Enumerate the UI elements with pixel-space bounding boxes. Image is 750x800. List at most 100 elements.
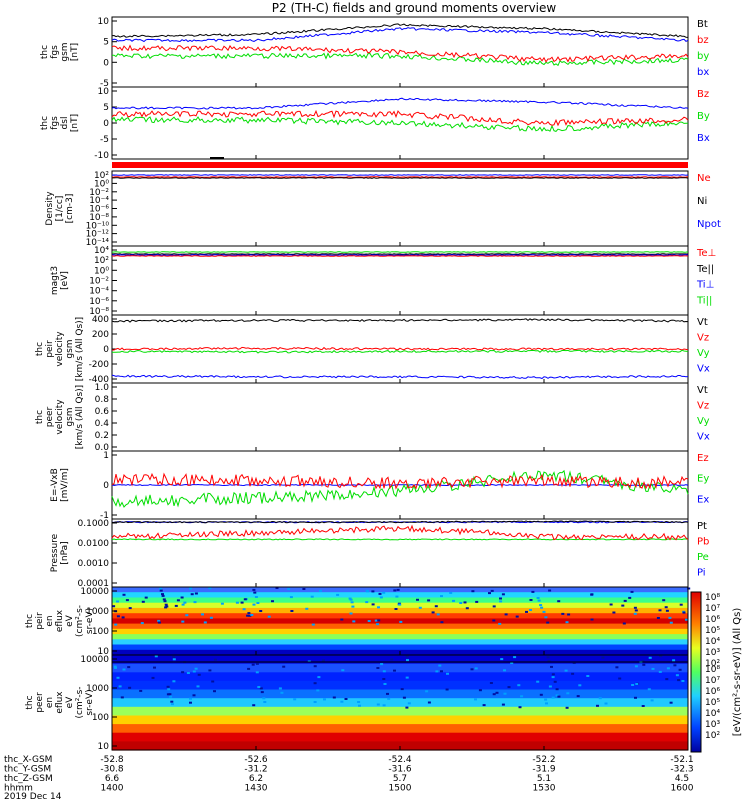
- spectrogram-speck: [633, 612, 637, 615]
- spectrogram-speck: [507, 686, 511, 689]
- spectrogram-speck: [609, 603, 613, 606]
- spectrogram-band: [112, 655, 688, 665]
- spectrogram-band: [112, 623, 688, 630]
- x-row-value: 6.2: [249, 774, 263, 784]
- spectrogram-speck: [380, 663, 384, 666]
- spectrogram-speck: [208, 587, 212, 590]
- x-row-value: -31.6: [388, 765, 412, 775]
- y-axis-label: thc: [40, 116, 50, 130]
- spectrogram-speck: [262, 697, 266, 700]
- trace-Ex: [111, 483, 689, 487]
- x-row-value: -52.2: [532, 755, 555, 765]
- y-axis-label: Density: [45, 191, 55, 226]
- trace-Te⊥: [111, 255, 689, 257]
- spectrogram-speck: [598, 697, 602, 700]
- spectrogram-speck: [113, 665, 117, 668]
- spectrogram-speck: [571, 672, 575, 675]
- spectrogram-speck: [669, 621, 673, 624]
- y-tick-label: 0.0010: [78, 559, 110, 569]
- spectrogram-speck: [379, 596, 383, 599]
- spectrogram-speck: [664, 606, 668, 609]
- x-row-value: -31.9: [532, 765, 556, 775]
- spectrogram-speck: [349, 612, 353, 615]
- spectrogram-speck: [371, 590, 375, 593]
- spectrogram-speck: [313, 701, 317, 703]
- spectrogram-speck: [367, 620, 371, 622]
- spectrogram-speck: [537, 599, 541, 602]
- figure-title: P2 (TH-C) fields and ground moments over…: [272, 1, 557, 15]
- y-axis-label: thc: [35, 410, 45, 424]
- trace-peir-Vy: [112, 349, 689, 354]
- spectrogram-speck: [196, 685, 200, 688]
- y-tick-label: 1000: [86, 607, 109, 617]
- spectrogram-speck: [350, 601, 354, 604]
- spectrogram-speck: [634, 696, 637, 699]
- y-tick-label: 10²: [94, 256, 109, 266]
- x-row-value: -52.4: [388, 755, 412, 765]
- trace-Ti⊥: [111, 254, 689, 256]
- spectrogram-speck: [565, 706, 569, 709]
- x-row-value: -52.6: [244, 755, 268, 765]
- spectrogram-speck: [525, 610, 528, 613]
- spectrogram-speck: [128, 607, 132, 610]
- spectrogram-speck: [174, 604, 178, 607]
- spectrogram-speck: [358, 704, 361, 707]
- spectrogram-speck: [376, 667, 380, 669]
- spectrogram-speck: [181, 603, 185, 606]
- y-axis-label: [km/s (All Qs)]: [75, 385, 85, 449]
- spectrogram-speck: [203, 621, 207, 624]
- spectrogram-speck: [349, 598, 353, 601]
- spectrogram-speck: [211, 680, 215, 683]
- spectrogram-speck: [499, 600, 503, 603]
- trace-peir-Vz: [112, 346, 689, 351]
- y-axis-label: gsm: [60, 42, 70, 61]
- spectrogram-speck: [302, 588, 306, 590]
- spectrogram-band: [112, 663, 688, 673]
- spectrogram-speck: [116, 600, 119, 603]
- spectrogram-speck: [615, 666, 619, 669]
- y-tick-label: 10⁻¹²: [86, 230, 110, 240]
- legend-Ez: Ez: [697, 453, 709, 464]
- spectrogram-speck: [365, 601, 369, 604]
- spectrogram-speck: [499, 597, 502, 600]
- spectrogram-speck: [634, 609, 638, 612]
- spectrogram-speck: [336, 593, 340, 596]
- spectrogram-speck: [551, 676, 555, 679]
- spectrogram-speck: [163, 600, 167, 603]
- spectrogram-speck: [172, 680, 176, 683]
- y-axis-label: thc: [25, 695, 35, 709]
- y-tick-label: 10: [98, 17, 110, 27]
- trace-Bx: [111, 97, 689, 110]
- spectrogram-speck: [176, 599, 180, 602]
- spectrogram-speck: [434, 605, 438, 608]
- spectrogram-speck: [197, 673, 201, 676]
- spectrogram-speck: [590, 593, 594, 596]
- legend-Ey: Ey: [697, 474, 709, 485]
- colorbar-tick: 10⁶: [705, 687, 720, 697]
- y-tick-label: 10⁻¹⁰: [86, 221, 110, 231]
- spectrogram-speck: [161, 594, 165, 597]
- spectrogram-speck: [572, 662, 576, 664]
- trace-Ez: [111, 472, 689, 490]
- panel-pressure: 0.1000 0.0100 0.0010 0.0001 Pressure [nPa] Pt P…: [50, 518, 709, 589]
- spectrogram-speck: [192, 670, 196, 673]
- x-row-label: thc_Y-GSM: [4, 765, 51, 775]
- y-tick-label: 0.0100: [78, 539, 110, 549]
- spectrogram-speck: [677, 679, 681, 682]
- spectrogram-band: [112, 639, 688, 646]
- spectrogram-speck: [503, 692, 507, 695]
- colorbar-tick: 10⁶: [705, 615, 720, 625]
- spectrogram-speck: [648, 656, 652, 659]
- spectrogram-speck: [510, 662, 514, 664]
- spectrogram-speck: [551, 673, 555, 676]
- spectrogram-speck: [604, 702, 608, 705]
- y-tick-label: 10: [98, 87, 110, 97]
- legend-Vt: Vt: [697, 317, 708, 328]
- spectrogram-speck: [630, 590, 634, 593]
- spectrogram-band: [112, 724, 688, 734]
- x-row-value: 1600: [671, 784, 694, 794]
- y-axis-label: thc: [35, 342, 45, 356]
- spectrogram-speck: [546, 621, 550, 624]
- colorbar-tick: 10³: [705, 720, 720, 730]
- spectrogram-speck: [682, 611, 686, 614]
